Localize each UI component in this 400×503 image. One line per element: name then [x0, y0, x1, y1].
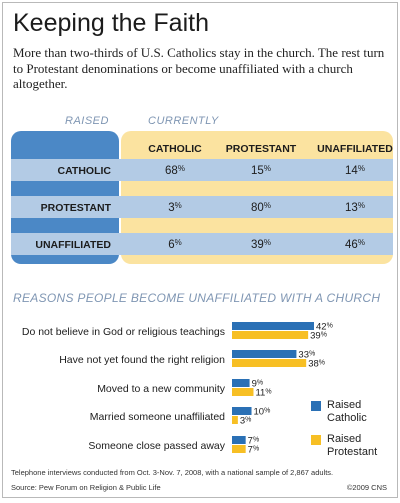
- bar-catholic-3: [232, 379, 250, 387]
- cell-catholic-protestant: 15%: [251, 164, 271, 177]
- category-label-1: Do not believe in God or religious teach…: [22, 326, 225, 338]
- graphic-subtitle: More than two-thirds of U.S. Catholics s…: [13, 45, 385, 91]
- cell-unaffiliated-unaffiliated: 46%: [345, 238, 365, 251]
- reasons-title: REASONS PEOPLE BECOME UNAFFILIATED WITH …: [13, 291, 381, 305]
- reasons-bar-chart: Do not believe in God or religious teach…: [22, 322, 333, 456]
- value-label-catholic-3: 9%: [252, 379, 264, 390]
- bar-protestant-1: [232, 331, 309, 339]
- row-band-protestant: [11, 196, 393, 218]
- column-header-unaffiliated: UNAFFILIATED: [317, 143, 393, 155]
- row-bands: [11, 159, 393, 255]
- bar-protestant-3: [232, 388, 254, 396]
- row-label-unaffiliated: UNAFFILIATED: [35, 239, 111, 251]
- cell-protestant-unaffiliated: 13%: [345, 201, 365, 214]
- bar-catholic-2: [232, 350, 297, 358]
- table-text: CATHOLIC PROTESTANT UNAFFILIATED CATHOLIC 68…: [35, 143, 393, 251]
- legend-raised-catholic: Raised Catholic: [311, 399, 397, 425]
- cell-protestant-protestant: 80%: [251, 201, 271, 214]
- column-header-protestant: PROTESTANT: [226, 143, 297, 155]
- category-label-2: Have not yet found the right religion: [59, 354, 225, 366]
- cell-catholic-unaffiliated: 14%: [345, 164, 365, 177]
- reasons-bars: Do not believe in God or religious teach…: [22, 322, 333, 456]
- cell-protestant-catholic: 3%: [168, 201, 182, 214]
- value-label-catholic-5: 7%: [248, 436, 260, 447]
- row-band-unaffiliated: [11, 233, 393, 255]
- legend-raised-protestant: Raised Protestant: [311, 433, 397, 459]
- bar-catholic-4: [232, 407, 252, 415]
- value-label-protestant-2: 38%: [308, 359, 325, 370]
- value-label-protestant-5: 7%: [248, 445, 260, 456]
- category-label-4: Married someone unaffiliated: [90, 411, 225, 423]
- source-credit: Source: Pew Forum on Religion & Public L…: [11, 483, 161, 492]
- category-label-5: Someone close passed away: [88, 440, 225, 452]
- bar-protestant-5: [232, 445, 246, 453]
- value-label-protestant-1: 39%: [310, 331, 327, 342]
- row-band-catholic: [11, 159, 393, 181]
- bar-protestant-4: [232, 416, 238, 424]
- bar-catholic-5: [232, 436, 246, 444]
- copyright: ©2009 CNS: [346, 483, 387, 492]
- value-label-catholic-2: 33%: [298, 350, 315, 361]
- cell-catholic-catholic: 68%: [165, 164, 185, 177]
- legend-swatch-blue: [311, 401, 321, 411]
- bar-catholic-1: [232, 322, 314, 330]
- footnote: Telephone interviews conducted from Oct.…: [11, 468, 334, 477]
- row-label-protestant: PROTESTANT: [41, 202, 112, 214]
- graphic-title: Keeping the Faith: [13, 9, 209, 37]
- value-label-catholic-1: 42%: [316, 322, 333, 333]
- value-label-protestant-3: 11%: [255, 388, 271, 399]
- legend-label-raised-protestant: Raised Protestant: [327, 433, 378, 458]
- graphic-frame: Keeping the Faith More than two-thirds o…: [2, 2, 398, 498]
- category-label-3: Moved to a new community: [97, 383, 226, 395]
- cell-unaffiliated-catholic: 6%: [168, 238, 182, 251]
- row-label-catholic: CATHOLIC: [58, 165, 112, 177]
- raised-header: RAISED: [65, 115, 109, 127]
- bar-protestant-2: [232, 359, 307, 367]
- legend-label-raised-catholic: Raised Catholic: [327, 399, 367, 424]
- legend-swatch-yellow: [311, 435, 321, 445]
- retention-table-graphic: CATHOLIC PROTESTANT UNAFFILIATED CATHOLIC 68…: [11, 131, 393, 264]
- value-label-catholic-4: 10%: [254, 407, 271, 418]
- value-label-protestant-4: 3%: [240, 416, 252, 427]
- cell-unaffiliated-protestant: 39%: [251, 238, 271, 251]
- currently-header: CURRENTLY: [148, 115, 219, 127]
- column-header-catholic: CATHOLIC: [148, 143, 202, 155]
